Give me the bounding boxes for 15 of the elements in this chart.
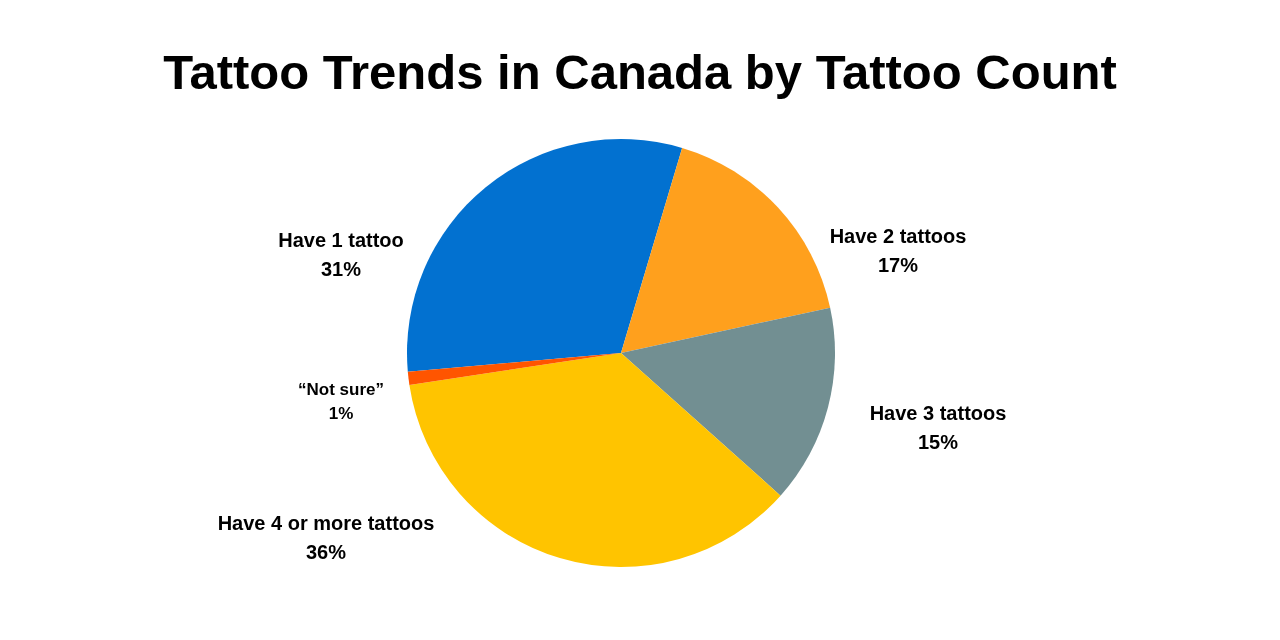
data-label: 15% bbox=[917, 431, 959, 453]
data-label: 1% bbox=[328, 404, 354, 423]
data-label: 36% bbox=[305, 541, 347, 563]
slice-label: Have 2 tattoos bbox=[829, 225, 967, 247]
slice-label: Have 4 or more tattoos bbox=[217, 512, 435, 534]
chart-title: Tattoo Trends in Canada by Tattoo Count bbox=[163, 45, 1117, 99]
slice-label: Have 3 tattoos bbox=[869, 402, 1007, 424]
pie-slice bbox=[621, 307, 835, 496]
pie-slice bbox=[407, 139, 683, 372]
slice-label: Have 1 tattoo bbox=[278, 229, 404, 251]
slice-label: “Not sure” bbox=[298, 380, 384, 399]
data-label: 31% bbox=[320, 258, 362, 280]
pie-slice bbox=[621, 147, 831, 353]
pie-slice bbox=[407, 353, 621, 385]
data-label: 17% bbox=[877, 254, 919, 276]
